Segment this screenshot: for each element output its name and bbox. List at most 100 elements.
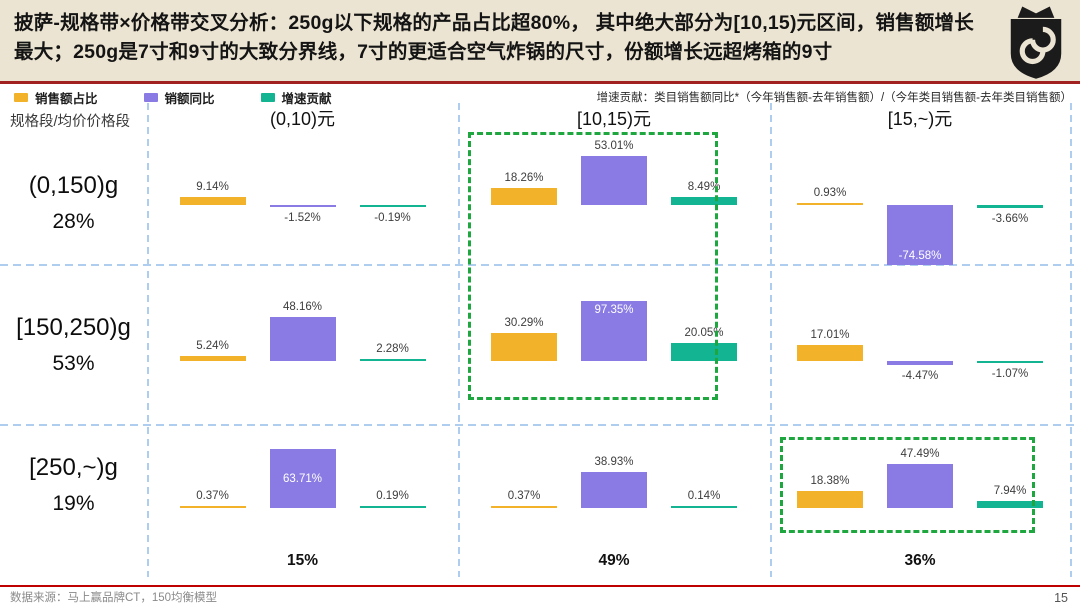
highlight-box-mid-price <box>468 132 718 400</box>
legend-label-share: 销售额占比 <box>35 92 98 106</box>
row-label-spec-2: [150,250)g 53% <box>0 265 147 425</box>
value-bar-contribution <box>359 205 426 207</box>
value-label-share: 18.26% <box>504 172 544 185</box>
value-bar-share <box>179 506 246 508</box>
value-label-contribution: -1.07% <box>991 368 1029 380</box>
value-label-contribution: 0.14% <box>687 490 721 502</box>
spec-band-share: 28% <box>52 209 95 233</box>
grid-divider-vertical <box>770 103 772 577</box>
bar-group-share: 0.93% <box>797 140 863 265</box>
bar-group-share: 0.37% <box>179 425 246 545</box>
bar-group-contribution: 2.28% <box>359 265 426 425</box>
value-bar-contribution <box>671 197 737 205</box>
bar-group-contribution: -1.07% <box>977 265 1043 425</box>
spec-band-share: 19% <box>52 492 95 515</box>
brand-shield-logo <box>1010 6 1062 79</box>
legend-label-yoy: 销额同比 <box>164 92 215 106</box>
yoy-color-swatch <box>143 93 158 102</box>
bar-group-yoy: 63.71% <box>269 425 336 545</box>
chart-cell-r3c1: 0.37% 63.71% 0.19% <box>147 425 458 545</box>
value-label-share: 0.37% <box>507 490 541 502</box>
bar-group-contribution: 7.94% <box>977 425 1043 545</box>
value-bar-yoy <box>269 205 336 207</box>
value-label-yoy: 47.49% <box>900 448 940 461</box>
value-bar-contribution <box>977 205 1043 209</box>
value-bar-share <box>797 491 863 508</box>
share-color-swatch <box>14 93 28 102</box>
chart-cell-r1c2: 18.26% 53.01% 8.49% <box>458 140 770 265</box>
value-bar-contribution <box>671 342 737 361</box>
spec-band-label: [250,~)g <box>29 454 118 481</box>
bar-group-yoy: 53.01% <box>581 140 647 265</box>
value-bar-share <box>797 345 863 361</box>
value-label-share: 17.01% <box>810 329 850 342</box>
bar-group-contribution: 0.19% <box>359 425 426 545</box>
value-label-yoy: -1.52% <box>284 212 321 224</box>
page-number: 15 <box>1054 591 1068 605</box>
value-label-contribution: 2.28% <box>376 342 409 355</box>
bar-group-yoy: 38.93% <box>581 425 647 545</box>
value-label-yoy: 38.93% <box>594 456 634 469</box>
spec-band-label: (0,150)g <box>28 171 119 199</box>
slide-header: 披萨-规格带×价格带交叉分析：250g以下规格的产品占比超80%， 其中绝大部分… <box>0 0 1080 84</box>
bar-group-yoy: 47.49% <box>887 425 953 545</box>
bar-group-share: 0.37% <box>491 425 557 545</box>
column-header-price-band-2: [10,15)元 <box>576 109 652 129</box>
value-bar-share <box>491 506 557 508</box>
value-bar-contribution <box>359 358 426 361</box>
value-bar-yoy: 97.35% <box>581 301 647 361</box>
value-bar-yoy <box>269 316 336 361</box>
value-bar-share <box>179 356 246 361</box>
chart-cell-r3c3: 18.38% 47.49% 7.94% <box>770 425 1070 545</box>
value-label-contribution: 8.49% <box>687 181 721 194</box>
chart-grid: 规格段/均价价格段 (0,10)元 [10,15)元 [15,~)元 (0,15… <box>0 100 1080 608</box>
legend-label-contribution: 增速贡献 <box>281 92 332 106</box>
value-label-share: 0.37% <box>196 490 229 502</box>
row-label-spec-3: [250,~)g 19% <box>0 425 147 545</box>
value-bar-contribution <box>671 506 737 508</box>
value-label-contribution: -3.66% <box>991 213 1029 226</box>
value-bar-yoy <box>887 361 953 366</box>
footer-divider <box>0 585 1080 587</box>
legend-item-contribution: 增速贡献 <box>260 88 332 107</box>
legend: 销售额占比 销额同比 增速贡献 <box>14 88 332 107</box>
value-label-share: 0.93% <box>813 187 847 199</box>
grid-divider-horizontal <box>0 424 1075 426</box>
column-total-3: 36% <box>904 552 936 569</box>
legend-item-yoy: 销额同比 <box>143 88 215 107</box>
value-label-contribution: -0.19% <box>374 212 411 224</box>
value-label-yoy: 97.35% <box>594 304 634 316</box>
bar-group-contribution: 0.14% <box>671 425 737 545</box>
value-bar-share <box>491 188 557 205</box>
bar-group-contribution: 20.05% <box>671 265 737 425</box>
slide-title: 披萨-规格带×价格带交叉分析：250g以下规格的产品占比超80%， 其中绝大部分… <box>14 12 974 63</box>
value-label-share: 5.24% <box>196 340 229 353</box>
value-bar-share <box>179 196 246 205</box>
grid-divider-vertical <box>1070 103 1072 577</box>
bar-group-yoy: -4.47% <box>887 265 953 425</box>
chart-cell-r2c3: 17.01% -4.47% -1.07% <box>770 265 1070 425</box>
value-label-contribution: 7.94% <box>993 484 1027 497</box>
value-bar-contribution <box>977 500 1043 508</box>
chart-cell-r1c1: 9.14% -1.52% -0.19% <box>147 140 458 265</box>
axis-corner-label: 规格段/均价价格段 <box>10 114 131 130</box>
bar-group-contribution: -0.19% <box>359 140 426 265</box>
value-label-share: 18.38% <box>810 475 850 488</box>
legend-item-share: 销售额占比 <box>14 88 98 107</box>
bar-group-contribution: -3.66% <box>977 140 1043 265</box>
metric-definition-note: 增速贡献：类目销售额同比*（今年销售额-去年销售额）/（今年类目销售额-去年类目… <box>596 92 1072 104</box>
value-label-yoy: 63.71% <box>282 472 322 485</box>
value-label-contribution: 0.19% <box>376 490 409 502</box>
column-header-price-band-1: (0,10)元 <box>269 109 336 129</box>
bar-group-yoy: -1.52% <box>269 140 336 265</box>
value-bar-yoy <box>581 472 647 508</box>
grid-divider-vertical <box>147 103 149 577</box>
bar-group-share: 5.24% <box>179 265 246 425</box>
bar-group-yoy: 48.16% <box>269 265 336 425</box>
value-bar-yoy: 63.71% <box>269 449 336 508</box>
column-total-2: 49% <box>598 552 630 569</box>
bar-group-share: 9.14% <box>179 140 246 265</box>
value-label-yoy: 53.01% <box>594 140 634 153</box>
value-bar-contribution <box>977 361 1043 363</box>
